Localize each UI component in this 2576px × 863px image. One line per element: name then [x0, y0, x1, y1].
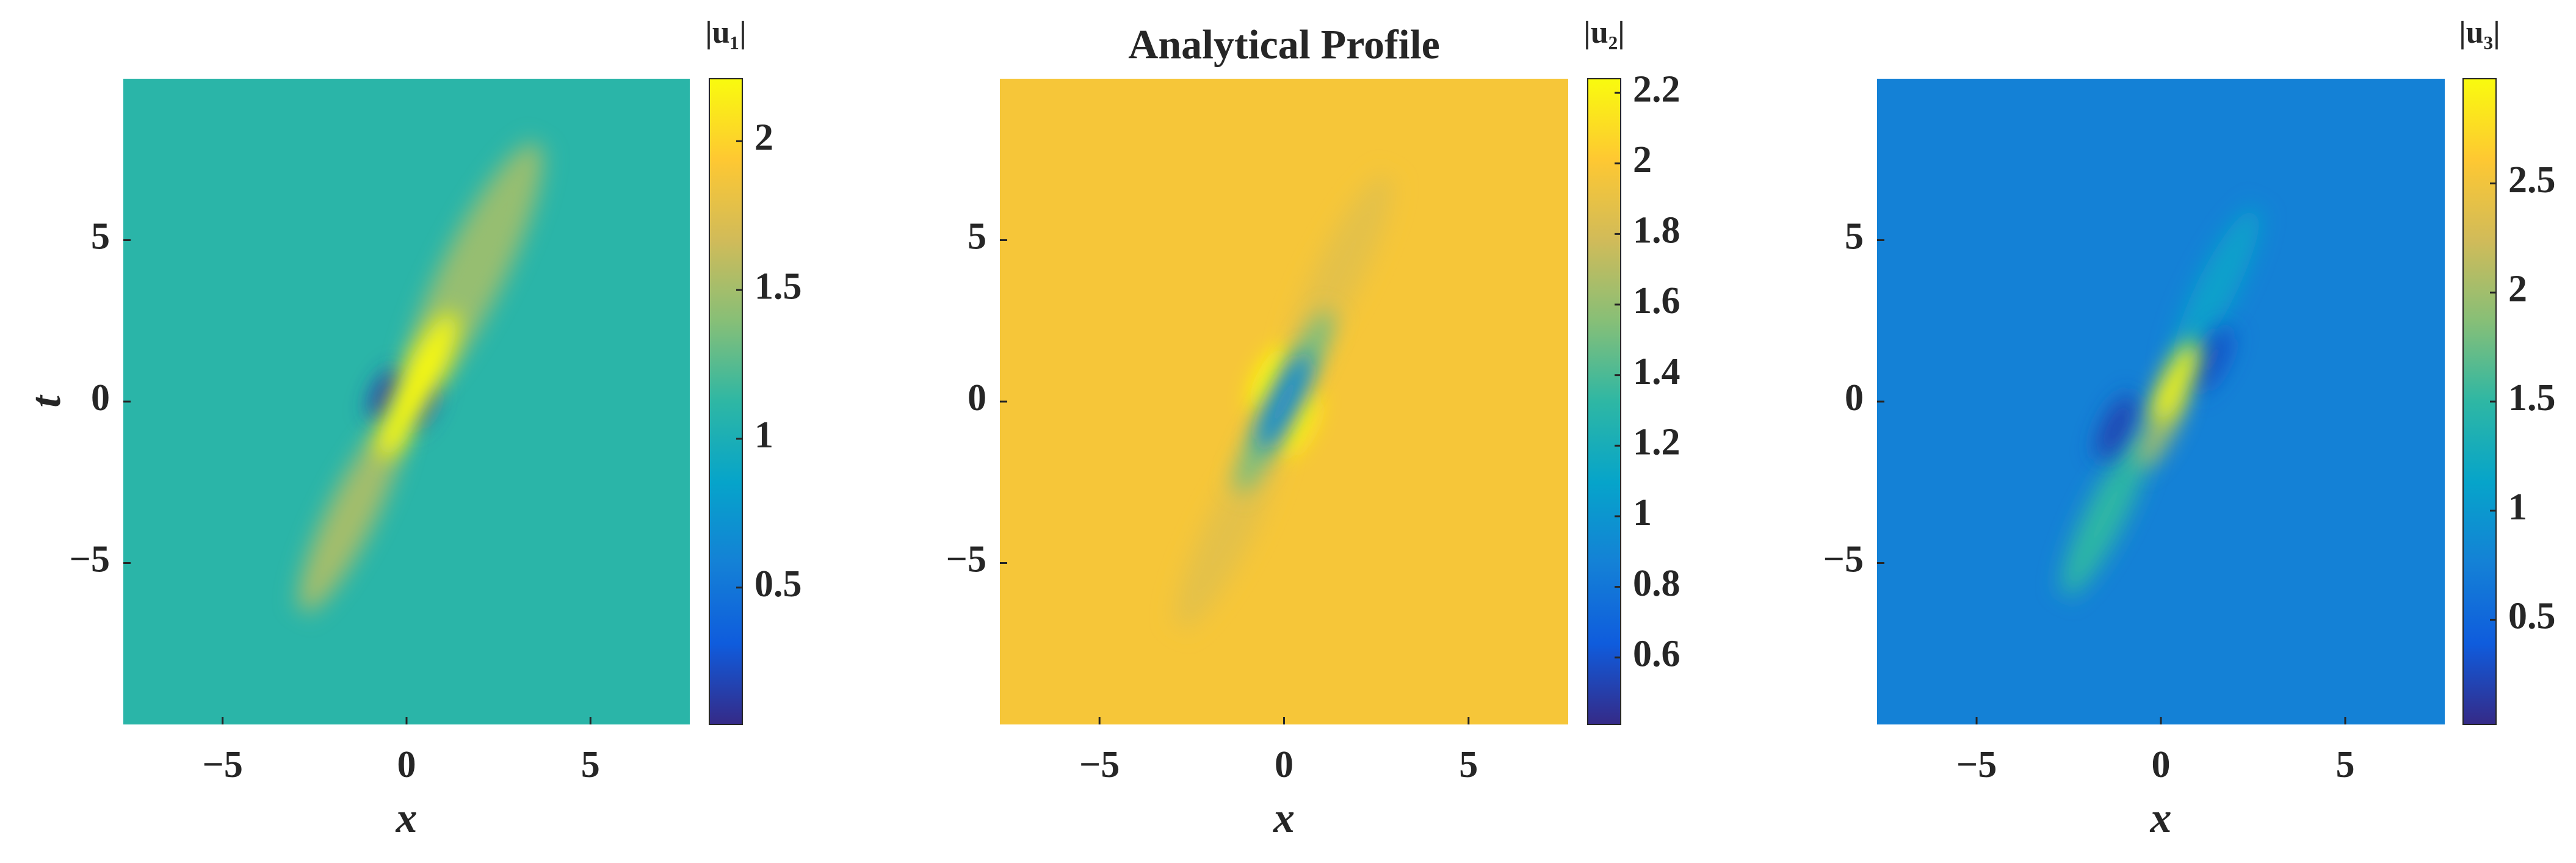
- y-tick-label: 0: [91, 377, 110, 419]
- y-tick-label: 5: [1845, 216, 1864, 258]
- x-axis-label: x: [396, 795, 418, 842]
- colorbar-tick-label: 1: [754, 414, 773, 456]
- colorbar-tick-label: 1.8: [1633, 210, 1681, 251]
- colorbar-label: |u₁|: [705, 15, 746, 50]
- x-axis-label: x: [2150, 795, 2172, 842]
- y-tick-label: 0: [1845, 377, 1864, 419]
- x-tick-label: 0: [1275, 744, 1293, 785]
- field-feature: [2152, 341, 2199, 424]
- y-axis-label: t: [23, 394, 70, 408]
- field-feature: [1278, 391, 1319, 457]
- x-tick-label: 5: [2335, 744, 2354, 785]
- colorbar-tick-label: 0.5: [754, 563, 802, 605]
- field-feature: [1257, 353, 1311, 450]
- colorbar-tick-label: 0.5: [2508, 596, 2556, 637]
- heatmap: [1000, 79, 1568, 724]
- heatmap: [123, 79, 690, 724]
- x-tick-label: 0: [397, 744, 416, 785]
- field-feature: [1249, 346, 1290, 412]
- y-tick-label: −5: [70, 539, 110, 580]
- colorbar-tick-label: 2: [754, 117, 773, 159]
- field-feature: [2061, 433, 2150, 596]
- colorbar-tick-label: 0.8: [1633, 563, 1681, 604]
- y-tick-label: −5: [946, 539, 986, 580]
- field-feature: [298, 417, 404, 612]
- colorbar-tick-label: 0.6: [1633, 633, 1681, 674]
- x-axis-label: x: [1273, 795, 1295, 842]
- x-tick-label: 5: [1459, 744, 1478, 785]
- colorbar-tick-label: 1.4: [1633, 351, 1681, 392]
- field-feature: [1286, 175, 1392, 370]
- colorbar-tick-label: 1: [1633, 492, 1652, 533]
- colorbar: [1587, 78, 1621, 725]
- field-feature: [2172, 207, 2260, 370]
- x-tick-label: −5: [1956, 744, 1997, 785]
- heatmap: [1877, 79, 2445, 724]
- colorbar-tick-label: 2: [1633, 139, 1652, 181]
- chart-title: Analytical Profile: [1128, 21, 1440, 68]
- y-tick-label: 5: [968, 216, 986, 258]
- field-feature: [2192, 327, 2233, 393]
- colorbar: [709, 78, 743, 725]
- field-feature: [2096, 394, 2137, 461]
- colorbar-tick-label: 1.6: [1633, 280, 1681, 322]
- colorbar-tick-label: 2: [2508, 269, 2527, 310]
- colorbar-tick-label: 1.2: [1633, 422, 1681, 463]
- x-tick-label: −5: [1079, 744, 1120, 785]
- colorbar-tick-label: 2.5: [2508, 159, 2556, 201]
- colorbar-label: |u₃|: [2459, 15, 2500, 50]
- field-feature: [1176, 433, 1282, 629]
- y-tick-label: 5: [91, 216, 110, 258]
- field-feature: [369, 370, 403, 421]
- y-tick-label: 0: [968, 377, 986, 419]
- field-feature: [378, 312, 457, 459]
- x-tick-label: 0: [2152, 744, 2171, 785]
- colorbar-label: |u₂|: [1583, 15, 1624, 50]
- x-tick-label: −5: [203, 744, 243, 785]
- colorbar-tick-label: 1: [2508, 486, 2527, 528]
- y-tick-label: −5: [1823, 539, 1864, 580]
- x-tick-label: 5: [581, 744, 600, 785]
- colorbar-tick-label: 2.2: [1633, 68, 1681, 110]
- colorbar-tick-label: 1.5: [754, 265, 802, 307]
- colorbar-tick-label: 1.5: [2508, 377, 2556, 419]
